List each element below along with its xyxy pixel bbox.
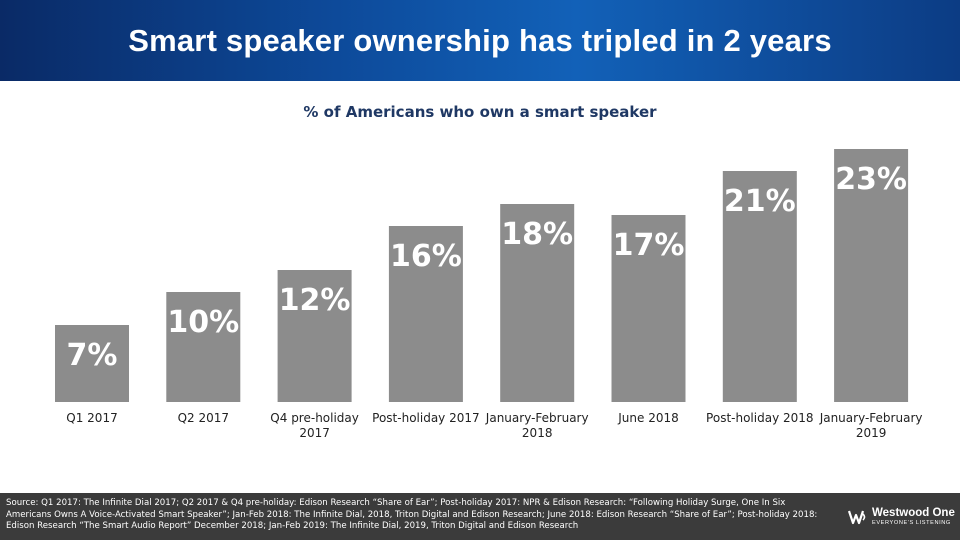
data-label-6: 17% [613,228,685,263]
category-label-3: Q4 pre-holiday 2017 [270,411,359,440]
bar-2 [166,292,241,402]
category-label-4: Post-holiday 2017 [372,411,479,425]
westwood-one-logo: Westwood One EVERYONE'S LISTENING [848,504,956,530]
data-label-1: 7% [67,338,118,373]
source-note: Source: Q1 2017: The Infinite Dial 2017;… [6,498,818,531]
data-label-7: 21% [724,184,796,219]
data-label-4: 16% [390,239,462,274]
category-label-line: June 2018 [617,411,679,425]
logo-name: Westwood One [872,507,955,519]
logo-tagline: EVERYONE'S LISTENING [872,520,951,526]
category-label-line: Q1 2017 [66,411,117,425]
header-banner: Smart speaker ownership has tripled in 2… [0,0,960,81]
bar-8 [834,149,909,402]
bar-6 [611,215,686,402]
data-label-8: 23% [835,162,907,197]
page-title: Smart speaker ownership has tripled in 2… [128,22,832,58]
category-label-line: 2019 [856,426,887,440]
bar-5 [500,204,575,402]
chart-title: % of Americans who own a smart speaker [303,103,657,121]
category-label-line: 2017 [299,426,330,440]
category-label-6: June 2018 [617,411,679,425]
category-label-2: Q2 2017 [178,411,229,425]
bar-1 [55,325,129,402]
data-label-5: 18% [501,217,573,252]
category-label-line: Post-holiday 2018 [706,411,813,425]
category-label-line: Q4 pre-holiday [270,411,359,425]
category-label-8: January-February 2019 [819,411,923,440]
bar-3 [277,270,352,402]
category-label-line: 2018 [522,426,553,440]
category-label-line: Q2 2017 [178,411,229,425]
footer-bar: Source: Q1 2017: The Infinite Dial 2017;… [0,493,960,540]
category-label-line: January-February [819,411,923,425]
category-label-line: January-February [485,411,589,425]
category-label-1: Q1 2017 [66,411,117,425]
bar-4 [388,226,463,402]
bar-chart: 7% Q1 2017 10% Q2 2017 12% Q4 pre-holiday 2017… [55,149,923,440]
data-label-3: 12% [279,283,351,318]
westwood-one-logo-icon [848,510,866,525]
category-label-5: January-February 2018 [485,411,589,440]
bar-7 [722,171,797,402]
category-label-line: Post-holiday 2017 [372,411,479,425]
data-label-2: 10% [167,305,239,340]
category-label-7: Post-holiday 2018 [706,411,813,425]
